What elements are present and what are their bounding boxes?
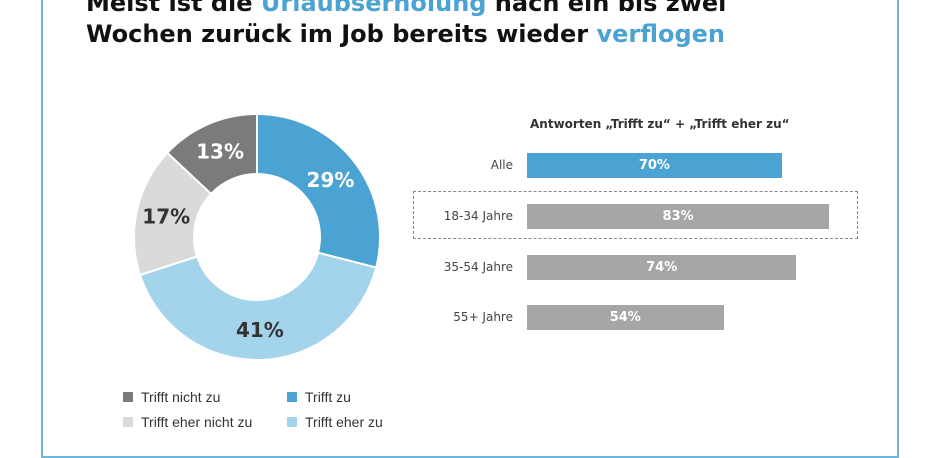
title-highlight: Urlaubserholung bbox=[260, 0, 487, 17]
bar: 70% bbox=[527, 153, 782, 178]
bar-value-label: 74% bbox=[646, 260, 678, 275]
legend-label: Trifft eher zu bbox=[305, 414, 383, 430]
donut-slice bbox=[138, 251, 378, 361]
legend-swatch bbox=[287, 392, 297, 402]
bar-chart-title: Antworten „Trifft zu“ + „Trifft eher zu“ bbox=[530, 117, 790, 131]
title-line-1: Meist ist die Urlaubserholung nach ein b… bbox=[86, 0, 886, 19]
legend-item: Trifft zu bbox=[287, 389, 351, 405]
bar: 83% bbox=[527, 204, 830, 229]
title-text: Wochen zurück im Job bereits wieder bbox=[86, 20, 597, 48]
slice-label: 13% bbox=[196, 140, 244, 164]
legend-swatch bbox=[123, 392, 133, 402]
legend-swatch bbox=[123, 417, 133, 427]
slice-label: 41% bbox=[236, 318, 284, 342]
legend-item: Trifft nicht zu bbox=[123, 389, 220, 405]
bar-category-label: 55+ Jahre bbox=[453, 310, 513, 324]
legend-label: Trifft zu bbox=[305, 389, 351, 405]
legend-item: Trifft eher nicht zu bbox=[123, 414, 252, 430]
title-line-2: Wochen zurück im Job bereits wieder verf… bbox=[86, 19, 886, 50]
bar-value-label: 54% bbox=[609, 310, 641, 325]
legend-swatch bbox=[287, 417, 297, 427]
bar-value-label: 70% bbox=[638, 158, 670, 173]
legend-label: Trifft nicht zu bbox=[141, 389, 221, 405]
legend-item: Trifft eher zu bbox=[287, 414, 383, 430]
highlight-box bbox=[413, 191, 858, 239]
donut-slice bbox=[256, 112, 381, 269]
title-text: Meist ist die bbox=[86, 0, 261, 17]
bar-category-label: 35-54 Jahre bbox=[443, 260, 513, 274]
legend-label: Trifft eher nicht zu bbox=[141, 414, 253, 430]
bar: 74% bbox=[527, 255, 797, 280]
title-text: nach ein bis zwei bbox=[486, 0, 727, 17]
bar-category-label: 18-34 Jahre bbox=[443, 209, 513, 223]
title-highlight: verflogen bbox=[596, 20, 726, 48]
donut-slice bbox=[165, 112, 258, 196]
donut-chart: 29% 41% 17% 13% bbox=[133, 112, 381, 361]
slice-label: 29% bbox=[307, 168, 355, 192]
bar-category-label: Alle bbox=[490, 158, 513, 172]
slice-label: 17% bbox=[142, 205, 190, 229]
bar: 54% bbox=[527, 305, 724, 330]
bar-value-label: 83% bbox=[662, 209, 694, 224]
chart-title: Meist ist die Urlaubserholung nach ein b… bbox=[86, 0, 886, 50]
